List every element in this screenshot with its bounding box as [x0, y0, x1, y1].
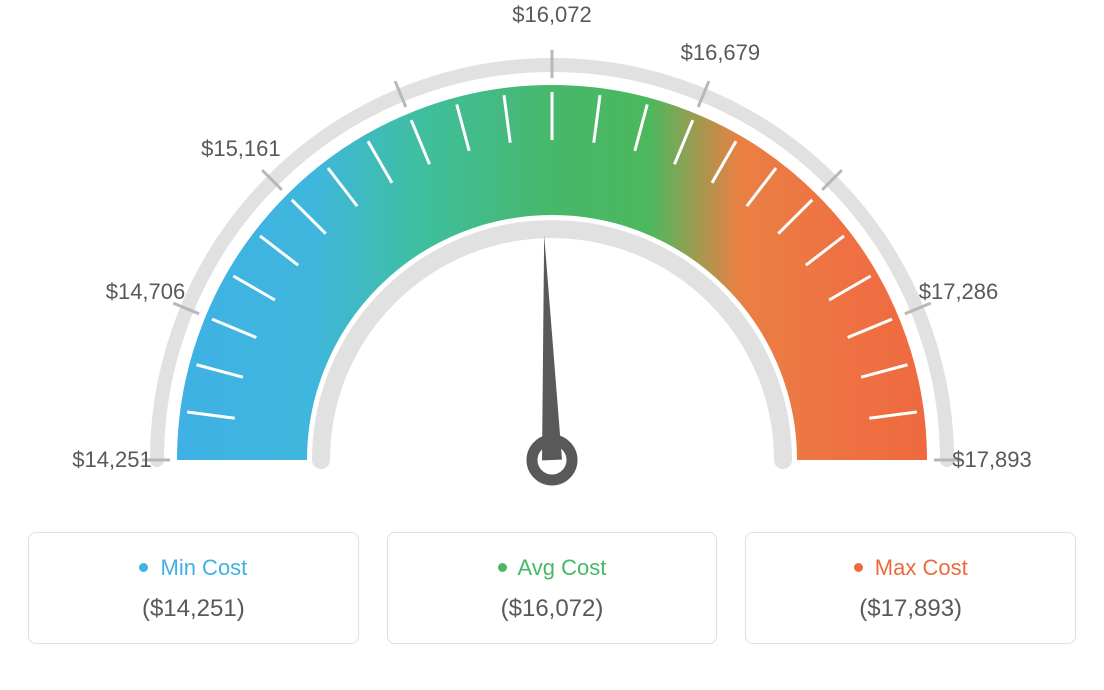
summary-card-max: Max Cost ($17,893)	[745, 532, 1076, 644]
gauge-chart: $14,251 $14,706 $15,161 $16,072 $16,679 $17,2…	[0, 0, 1104, 520]
gauge-tick-label: $17,286	[919, 279, 999, 305]
summary-title-min-label: Min Cost	[161, 555, 248, 580]
dot-min-icon	[139, 563, 148, 572]
gauge-tick-label: $16,679	[681, 40, 761, 66]
summary-title-min: Min Cost	[39, 555, 348, 581]
gauge-tick-label: $15,161	[201, 136, 281, 162]
summary-card-avg: Avg Cost ($16,072)	[387, 532, 718, 644]
summary-card-min: Min Cost ($14,251)	[28, 532, 359, 644]
summary-title-max: Max Cost	[756, 555, 1065, 581]
dot-max-icon	[854, 563, 863, 572]
summary-title-max-label: Max Cost	[875, 555, 968, 580]
gauge-tick-label: $16,072	[512, 2, 592, 28]
dot-avg-icon	[498, 563, 507, 572]
gauge-svg	[0, 0, 1104, 520]
gauge-tick-label: $14,706	[106, 279, 186, 305]
summary-value-avg: ($16,072)	[398, 595, 707, 623]
gauge-tick-label: $17,893	[952, 447, 1032, 473]
summary-value-min: ($14,251)	[39, 595, 348, 623]
summary-title-avg: Avg Cost	[398, 555, 707, 581]
gauge-tick-label: $14,251	[72, 447, 152, 473]
summary-title-avg-label: Avg Cost	[518, 555, 607, 580]
summary-value-max: ($17,893)	[756, 595, 1065, 623]
summary-row: Min Cost ($14,251) Avg Cost ($16,072) Ma…	[0, 520, 1104, 644]
